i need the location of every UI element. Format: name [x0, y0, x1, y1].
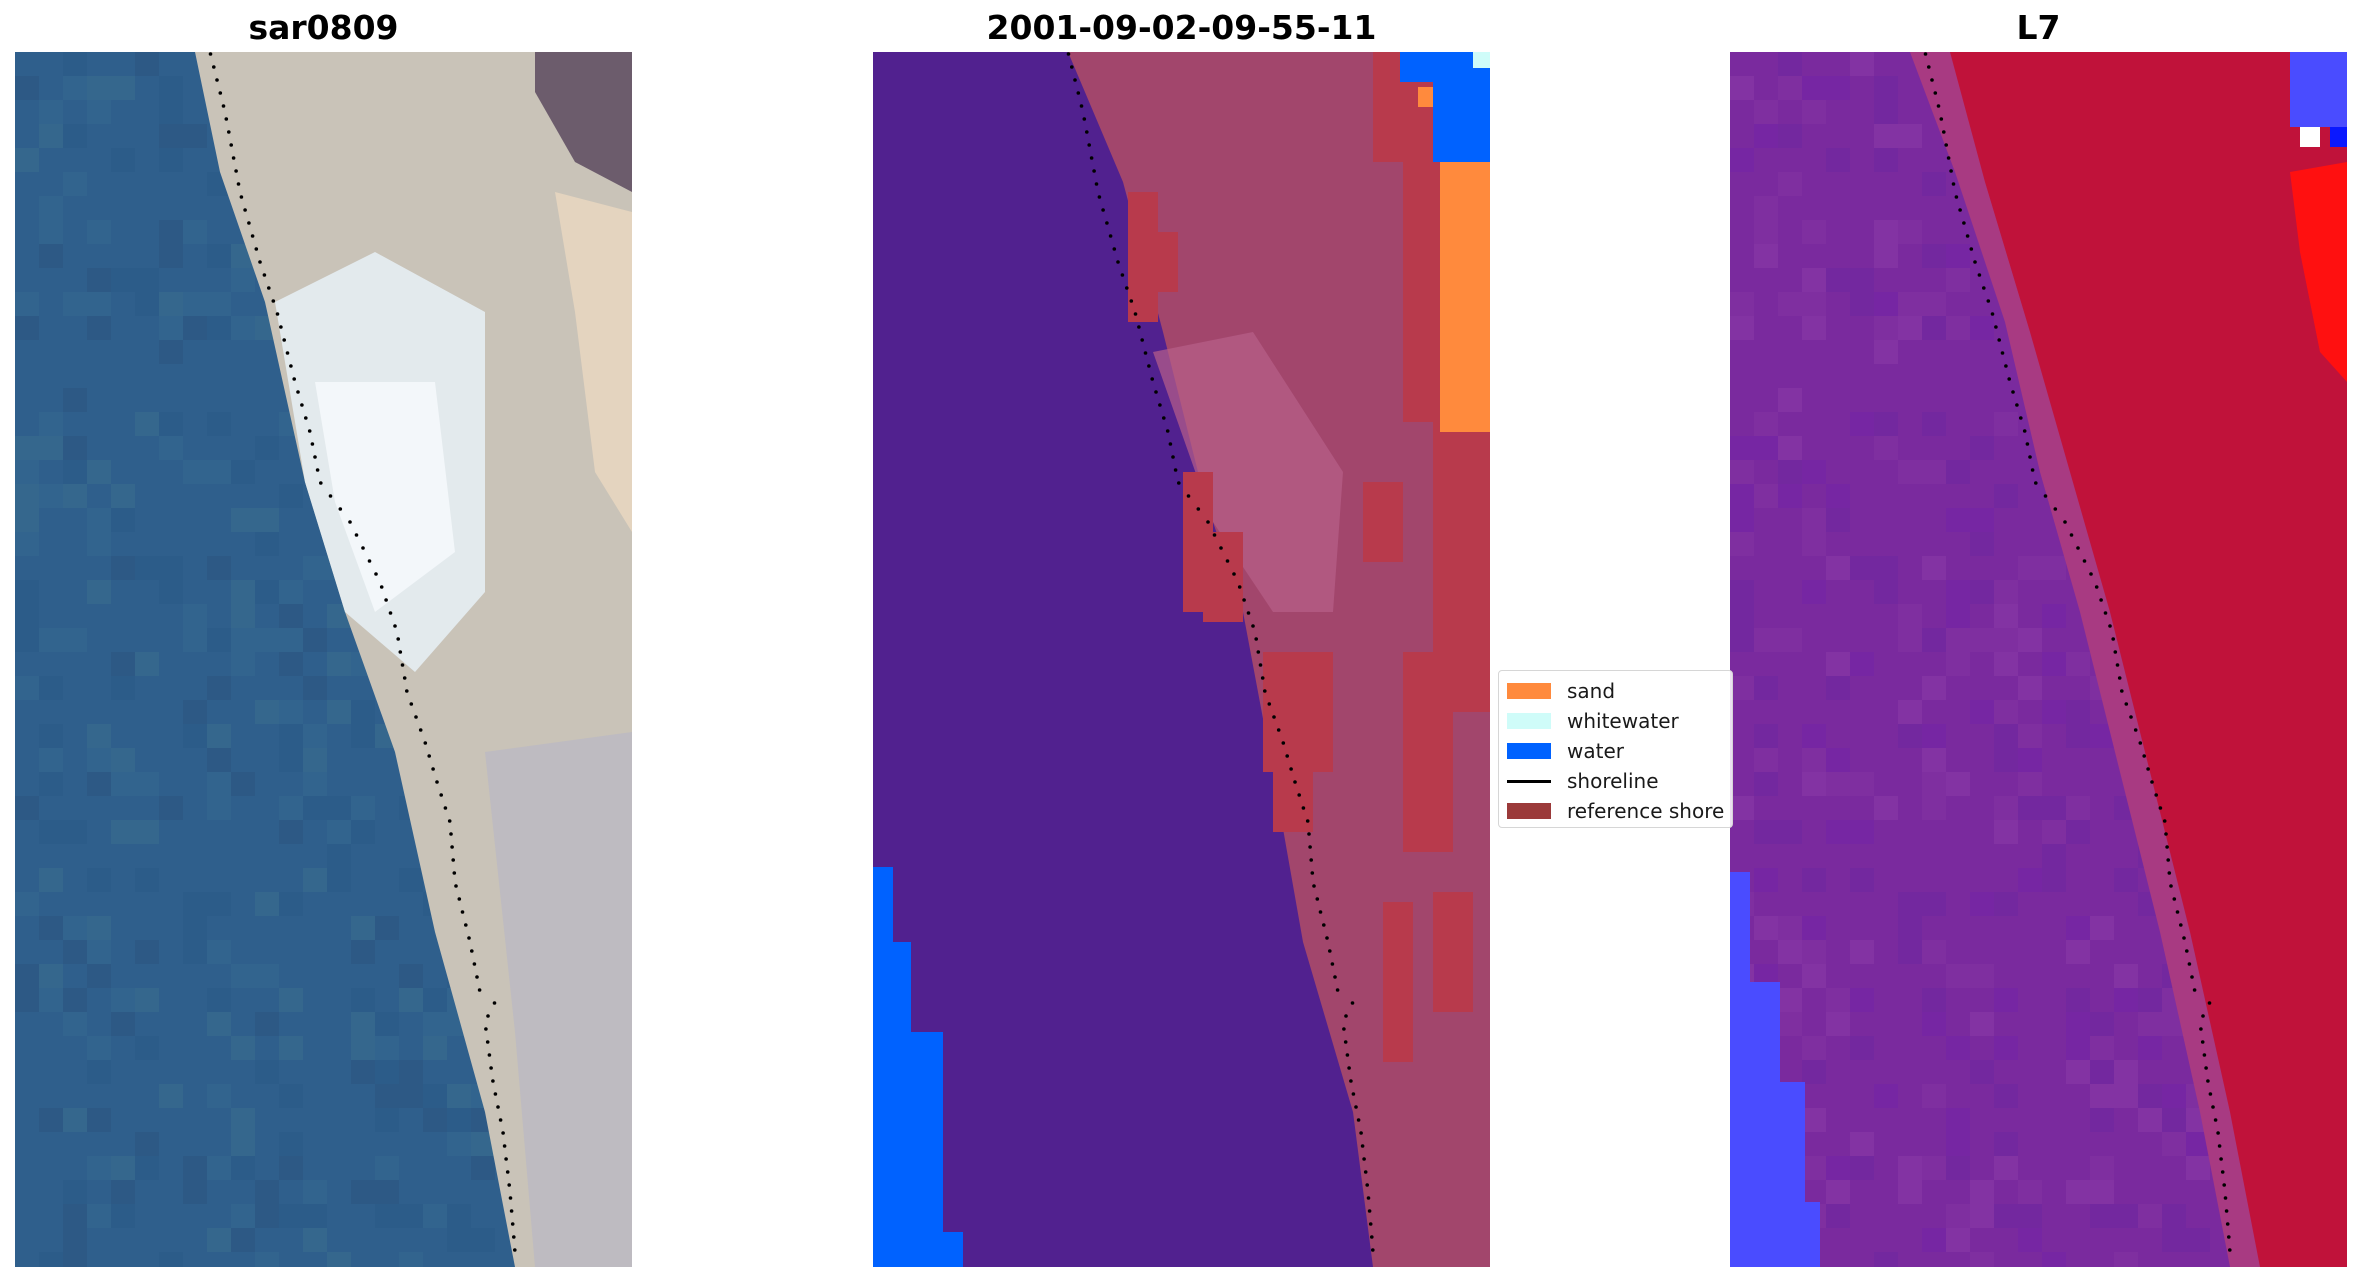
sand-cells — [1418, 87, 1490, 432]
legend-item-sand: sand — [1507, 676, 1732, 706]
whitewater-cell — [1473, 52, 1490, 68]
legend-label: water — [1567, 739, 1624, 763]
legend-swatch-sand — [1507, 683, 1551, 699]
legend-item-reference-shore: reference shore — [1507, 796, 1732, 826]
legend-item-whitewater: whitewater — [1507, 706, 1732, 736]
legend-item-water: water — [1507, 736, 1732, 766]
legend-label: reference shore — [1567, 799, 1725, 823]
legend: sand whitewater water shoreline referenc… — [1498, 670, 1733, 828]
legend-swatch-water — [1507, 743, 1551, 759]
reference-shore-cells — [1128, 52, 1490, 1062]
panel-title-classified: 2001-09-02-09-55-11 — [986, 8, 1377, 47]
legend-swatch-whitewater — [1507, 713, 1551, 729]
rgb-image-panel — [15, 52, 632, 1267]
legend-swatch-reference-shore — [1507, 803, 1551, 819]
legend-item-shoreline: shoreline — [1507, 766, 1732, 796]
shoreline-dots — [1923, 52, 2232, 1252]
legend-line-shoreline — [1507, 779, 1551, 783]
shoreline-dots — [1066, 52, 1375, 1252]
l7-image-panel — [1730, 52, 2347, 1267]
rgb-image — [15, 52, 632, 1267]
legend-label: sand — [1567, 679, 1616, 703]
classified-image-panel — [873, 52, 1490, 1267]
blue-cells — [1730, 52, 2347, 1267]
water-cells — [873, 52, 1490, 1267]
shoreline-dots — [208, 52, 517, 1252]
classified-image — [873, 52, 1490, 1267]
panel-title-rgb: sar0809 — [248, 8, 399, 47]
legend-label: whitewater — [1567, 709, 1679, 733]
l7-image — [1730, 52, 2347, 1267]
legend-label: shoreline — [1567, 769, 1659, 793]
panel-title-l7: L7 — [2016, 8, 2061, 47]
